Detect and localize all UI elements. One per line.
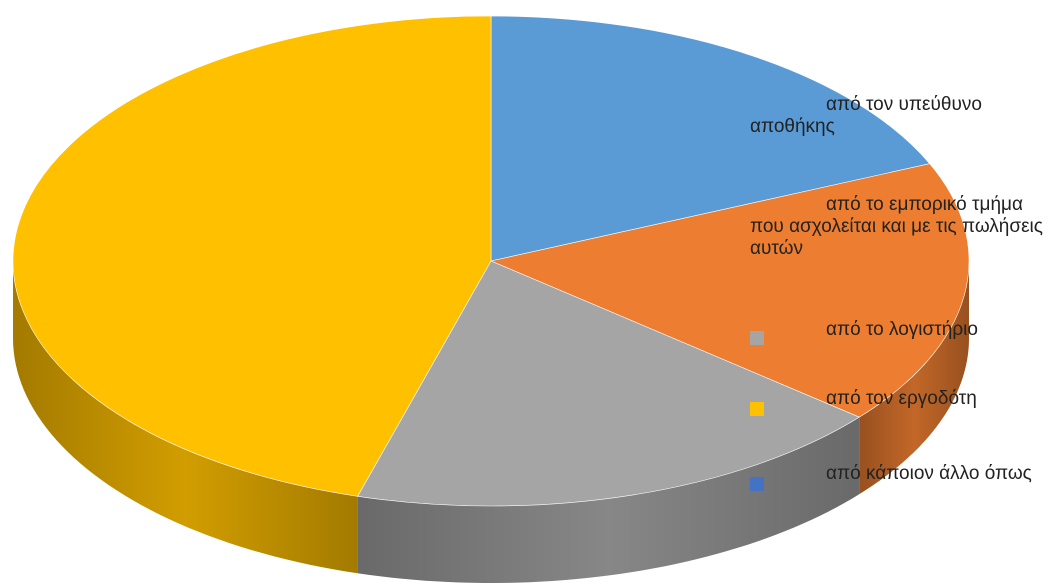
legend-marker-4 xyxy=(750,477,764,491)
legend-marker-2 xyxy=(750,331,764,345)
pie-slice-side-shade-1 xyxy=(859,261,969,495)
legend-marker-0 xyxy=(750,104,764,118)
pie-slice-0 xyxy=(490,15,931,262)
chart-legend: από τον υπεύθυνο αποθήκης από το εμπορικ… xyxy=(750,0,1053,586)
legend-marker-1 xyxy=(750,204,764,218)
pie-slice-2 xyxy=(357,260,860,507)
legend-label-0: από τον υπεύθυνο αποθήκης xyxy=(750,94,982,137)
legend-marker-3 xyxy=(750,402,764,416)
pie-slice-1 xyxy=(490,163,970,418)
legend-label-4: από κάποιον άλλο όπως xyxy=(826,463,1032,484)
pie-slice-side-shade-2 xyxy=(357,417,860,583)
legend-label-3: από τον εργοδότη xyxy=(826,388,977,409)
pie-slice-3 xyxy=(12,15,492,497)
legend-label-2: από το λογιστήριο xyxy=(826,319,978,340)
pie-slice-side-shade-3 xyxy=(13,261,358,574)
legend-label-1: από το εμπορικό τμήμα που ασχολείται και… xyxy=(750,194,1043,259)
